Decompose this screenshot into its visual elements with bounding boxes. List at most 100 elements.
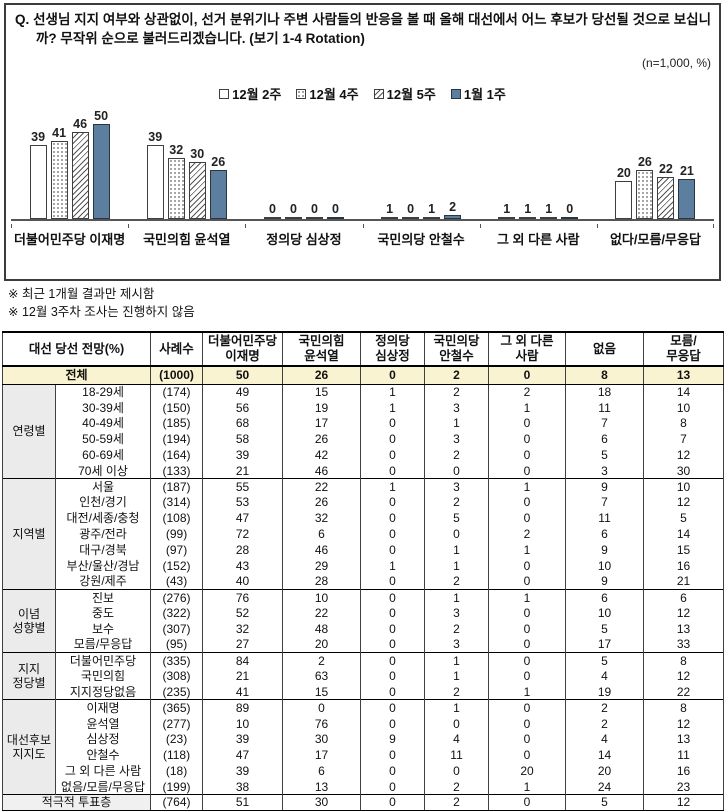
value-cell: 9 xyxy=(565,573,645,590)
table-row: 보수 (307) 32 48 0 2 0 5 13 xyxy=(3,620,725,637)
chart-legend: 12월 2주 12월 4주 12월 5주 1월 1주 xyxy=(6,84,719,103)
table-row: 연령별 18-29세 (174) 49 15 1 2 2 18 14 xyxy=(2,383,725,479)
bar-dots xyxy=(519,217,537,219)
row-label: 광주/전라 xyxy=(54,526,152,542)
value-cell: 17 xyxy=(565,636,645,653)
value-cell: 48 xyxy=(282,620,362,637)
n-cell: (276) xyxy=(150,588,204,606)
value-cell: 1 xyxy=(360,478,426,495)
value-cell: 1 xyxy=(360,557,426,574)
bar-dots xyxy=(402,217,420,219)
value-cell: 0 xyxy=(488,794,567,811)
x-axis-label: 정의당 심상정 xyxy=(245,224,362,246)
bar-dots xyxy=(50,141,68,219)
value-cell: 2 xyxy=(424,684,490,700)
row-label: 이재명 xyxy=(54,699,152,716)
value-cell: 20 xyxy=(488,763,567,779)
value-cell: 3 xyxy=(424,399,490,416)
legend-item: 12월 4주 xyxy=(296,84,359,103)
table-row: 대선후보 지지도 이재명 (365) 89 0 0 1 0 2 8 xyxy=(2,699,725,795)
value-cell: 0 xyxy=(488,431,567,448)
value-cell: 9 xyxy=(565,541,645,558)
value-cell: 2 xyxy=(424,778,490,795)
bar-value-label: 0 xyxy=(289,202,297,216)
bar-column: 41 xyxy=(50,126,68,219)
crosstab-body: 대선 당선 전망(%) 사례수 더불어민주당 이재명 국민의힘 윤석열 정의당 심상정 국… xyxy=(1,331,725,811)
table-row: 지지정당없음 (235) 41 15 0 2 1 19 22 xyxy=(3,684,725,700)
table-row: 50-59세 (194) 58 26 0 3 0 6 7 xyxy=(3,431,725,448)
col-header: 사례수 xyxy=(150,331,204,367)
bar-value-label: 1 xyxy=(545,202,553,216)
value-cell: 0 xyxy=(360,510,426,527)
value-cell: 12 xyxy=(643,715,725,732)
value-cell: 2 xyxy=(424,447,490,463)
value-cell: 22 xyxy=(282,478,362,495)
bar-value-label: 26 xyxy=(637,155,652,169)
value-cell: 1 xyxy=(488,684,567,700)
value-cell: 63 xyxy=(282,668,362,685)
bar-column: 26 xyxy=(636,155,654,219)
value-cell: 41 xyxy=(202,684,284,700)
legend-swatch-hatch xyxy=(373,88,384,99)
value-cell: 0 xyxy=(488,747,567,764)
value-cell: 21 xyxy=(202,668,284,685)
value-cell: 1 xyxy=(360,399,426,416)
n-cell: (185) xyxy=(150,415,204,432)
sample-size-note: (n=1,000, %) xyxy=(641,56,711,70)
value-cell: 84 xyxy=(202,652,284,669)
value-cell: 1 xyxy=(488,588,567,606)
value-cell: 10 xyxy=(565,605,645,621)
legend-label: 12월 5주 xyxy=(386,87,436,102)
bar-solid xyxy=(444,215,462,219)
bar-column: 1 xyxy=(498,202,516,219)
value-cell: 76 xyxy=(202,588,284,606)
bar-column: 22 xyxy=(657,162,675,219)
row-label: 부산/울산/경남 xyxy=(54,557,152,574)
bar-solid xyxy=(209,170,227,219)
value-cell: 39 xyxy=(202,447,284,463)
value-cell: 21 xyxy=(202,462,284,479)
bar-value-label: 21 xyxy=(679,164,694,178)
n-cell: (194) xyxy=(150,431,204,448)
value-cell: 1 xyxy=(424,541,490,558)
value-cell: 5 xyxy=(565,794,645,811)
value-cell: 1 xyxy=(424,652,490,669)
legend-label: 12월 4주 xyxy=(309,87,359,102)
value-cell: 8 xyxy=(565,366,645,385)
n-cell: (23) xyxy=(150,731,204,748)
value-cell: 28 xyxy=(202,541,284,558)
bar-value-label: 41 xyxy=(52,126,67,140)
row-label: 대전/세종/충청 xyxy=(54,510,152,527)
bar-value-label: 39 xyxy=(31,130,46,144)
row-label: 18-29세 xyxy=(54,383,152,400)
table-row: 지지 정당별 더불어민주당 (335) 84 2 0 1 0 5 8 xyxy=(2,652,725,700)
value-cell: 4 xyxy=(424,731,490,748)
value-cell: 22 xyxy=(643,684,725,700)
value-cell: 1 xyxy=(424,588,490,606)
value-cell: 47 xyxy=(202,747,284,764)
bar-column: 0 xyxy=(326,202,344,219)
row-label: 60-69세 xyxy=(54,447,152,463)
value-cell: 55 xyxy=(202,478,284,495)
value-cell: 7 xyxy=(565,494,645,511)
value-cell: 0 xyxy=(488,731,567,748)
row-label: 대구/경북 xyxy=(54,541,152,558)
row-label: 보수 xyxy=(54,620,152,637)
value-cell: 51 xyxy=(202,794,284,811)
value-cell: 14 xyxy=(643,383,725,400)
value-cell: 0 xyxy=(360,778,426,795)
value-cell: 0 xyxy=(488,494,567,511)
row-label: 안철수 xyxy=(54,747,152,764)
legend-label: 12월 2주 xyxy=(232,87,282,102)
value-cell: 8 xyxy=(643,699,725,716)
crosstab-table: 대선 당선 전망(%) 사례수 더불어민주당 이재명 국민의힘 윤석열 정의당 심상정 국… xyxy=(1,331,725,811)
bar-value-label: 30 xyxy=(190,147,205,161)
table-row: 그 외 다른 사람 (18) 39 6 0 0 20 20 16 xyxy=(3,763,725,779)
value-cell: 0 xyxy=(360,462,426,479)
table-row: 40-49세 (185) 68 17 0 1 0 7 8 xyxy=(3,415,725,432)
bar-value-label: 1 xyxy=(428,202,436,216)
n-cell: (187) xyxy=(150,478,204,495)
value-cell: 0 xyxy=(488,366,567,385)
value-cell: 23 xyxy=(643,778,725,795)
